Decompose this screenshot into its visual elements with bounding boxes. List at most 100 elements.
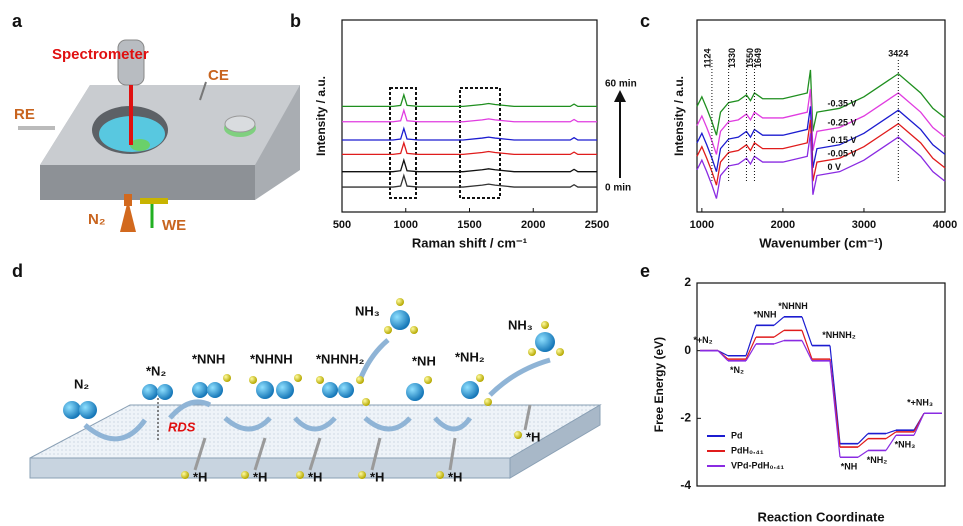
series-label: -0.15 V (827, 135, 856, 145)
h-label: *H (526, 429, 540, 444)
x-tick-label: 1500 (457, 219, 481, 231)
panel-label: b (290, 11, 301, 31)
connector (885, 431, 897, 440)
h-label: *H (370, 469, 384, 484)
connector (885, 434, 897, 451)
x-axis-label: Wavenumber (cm⁻¹) (759, 235, 882, 250)
spectrum (696, 133, 946, 199)
y-axis-label: Intensity / a.u. (314, 76, 328, 156)
x-axis-label: Reaction Coordinate (757, 509, 884, 524)
plot-frame (696, 19, 946, 213)
state-label: *NHNH₂ (822, 330, 856, 340)
ce-cap (224, 115, 256, 133)
connector (745, 343, 757, 362)
spectrum (342, 140, 597, 156)
time-arrowhead (614, 90, 626, 102)
h-arrows (193, 404, 532, 471)
spectrum (696, 69, 946, 136)
connector (773, 339, 785, 345)
connector (913, 413, 925, 436)
state-label: *NH (841, 462, 858, 472)
rds-label: RDS (168, 419, 196, 434)
peak-label: 1330 (727, 48, 737, 68)
connector (857, 449, 869, 458)
label: *N₂ (146, 363, 166, 378)
label: *NH₂ (455, 349, 485, 364)
legend-label: VPd-PdH₀.₄₁ (731, 460, 784, 470)
spectrum (696, 89, 946, 155)
panel-labels: a b c d e (12, 11, 650, 281)
label: Spectrometer (52, 46, 149, 63)
setup-diagram: Spectrometer CE RE N₂ WE (14, 39, 300, 234)
connector (829, 360, 841, 458)
n2-arrow-tail (124, 194, 132, 206)
plot-frame (696, 282, 946, 487)
label: N₂ (88, 211, 106, 228)
y-tick-label: 0 (684, 343, 691, 357)
peak-label: 3424 (888, 48, 908, 58)
raman-boxes (389, 87, 501, 199)
x-tick-label: 1000 (394, 219, 418, 231)
y-tick-label: 2 (684, 275, 691, 289)
y-tick-label: -4 (680, 478, 691, 492)
panel-label: c (640, 11, 650, 31)
label: *NHNH₂ (316, 351, 365, 366)
connector (885, 429, 897, 435)
x-tick-label: 2500 (585, 219, 609, 231)
h-label: *H (448, 469, 462, 484)
spectrum (342, 126, 597, 141)
spectrum (342, 157, 597, 173)
state-label: *NH₂ (867, 455, 888, 465)
we-plate (140, 198, 168, 204)
label: RE (14, 106, 35, 123)
connector (773, 316, 785, 326)
x-tick-label: 1000 (690, 219, 714, 231)
y-tick-label: -2 (680, 411, 691, 425)
x-tick-label: 2000 (521, 219, 545, 231)
h-label: *H (308, 469, 322, 484)
connector (857, 438, 869, 448)
label: NH₃ (508, 317, 533, 332)
panel-label: a (12, 11, 23, 31)
plot-frame (341, 19, 598, 213)
cell-front (40, 165, 255, 200)
y-axis-label: Intensity / a.u. (672, 76, 686, 156)
electrode-spot (130, 139, 150, 151)
spectrum (696, 119, 946, 186)
state-label: *N₂ (730, 365, 744, 375)
state-label: *+NH₃ (907, 398, 933, 408)
connector (801, 316, 813, 346)
legend-label: PdH₀.₄₁ (731, 445, 764, 455)
spectrum (696, 106, 946, 172)
connector (745, 336, 757, 360)
peak-label: 1649 (753, 48, 763, 68)
series-label: 0 V (827, 162, 841, 172)
series-label: -0.25 V (827, 118, 856, 128)
spectrum (342, 107, 597, 123)
h-label: *H (253, 469, 267, 484)
y-axis-label: Free Energy (eV) (652, 337, 666, 432)
label: *NNH (192, 351, 225, 366)
state-label: *NH₃ (895, 440, 916, 450)
series-label: -0.05 V (827, 148, 856, 158)
arrows (83, 338, 551, 442)
label: WE (162, 217, 186, 234)
ce-wire (199, 81, 207, 101)
x-tick-label: 500 (333, 219, 351, 231)
connector (773, 329, 785, 338)
series-label: -0.35 V (827, 99, 856, 109)
mechanism-diagram: N₂ *N₂ *NNH *NHNH *NHNH₂ *NH *NH₂ NH₃ NH… (29, 298, 602, 484)
panel-label: e (640, 261, 650, 281)
label: NH₃ (355, 303, 380, 318)
legend-label: Pd (731, 430, 743, 440)
x-tick-label: 2000 (771, 219, 795, 231)
n2-arrow (120, 200, 136, 232)
x-tick-label: 3000 (852, 219, 876, 231)
annotation: 0 min (605, 183, 631, 194)
cell-top (40, 85, 300, 165)
state-label: *NHNH (778, 301, 808, 311)
spectrum (342, 92, 597, 108)
label: *NHNH (250, 351, 293, 366)
surface-side (509, 404, 601, 479)
